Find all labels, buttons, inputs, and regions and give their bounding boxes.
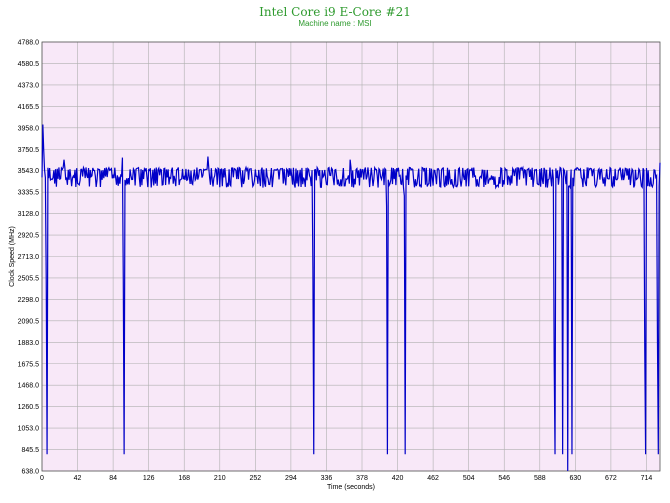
y-tick-label: 4788.0 [18,40,40,47]
x-tick-label: 126 [143,475,155,482]
x-tick-label: 378 [356,475,368,482]
chart-subtitle: Machine name : MSI [298,19,372,28]
x-tick-label: 546 [498,475,510,482]
y-tick-label: 2713.0 [18,254,40,261]
x-tick-label: 462 [427,475,439,482]
y-tick-label: 3958.0 [18,125,40,132]
y-tick-label: 4580.5 [18,61,40,68]
x-tick-label: 630 [569,475,581,482]
y-tick-label: 4165.5 [18,104,40,111]
y-tick-label: 2298.0 [18,297,40,304]
chart-title: Intel Core i9 E-Core #21 [259,5,411,19]
x-tick-label: 336 [321,475,333,482]
y-tick-label: 3128.0 [18,211,40,218]
x-tick-label: 210 [214,475,226,482]
y-tick-label: 4373.0 [18,82,40,89]
y-tick-label: 2090.5 [18,318,40,325]
x-tick-label: 168 [178,475,190,482]
y-tick-label: 1053.0 [18,426,40,433]
x-tick-label: 504 [463,475,475,482]
y-tick-label: 1883.0 [18,340,40,347]
y-tick-label: 2920.5 [18,233,40,240]
x-axis-label: Time (seconds) [327,484,375,491]
series-line [41,124,661,472]
y-tick-label: 2505.5 [18,275,40,282]
y-tick-label: 1675.5 [18,361,40,368]
y-tick-label: 3543.0 [18,168,40,175]
x-tick-label: 588 [534,475,546,482]
y-tick-label: 1468.0 [18,383,40,390]
y-tick-label: 1260.5 [18,404,40,411]
y-tick-label: 3335.5 [18,190,40,197]
x-tick-label: 252 [249,475,261,482]
x-tick-label: 294 [285,475,297,482]
x-tick-label: 672 [605,475,617,482]
x-tick-label: 714 [641,475,653,482]
x-tick-label: 42 [74,475,82,482]
y-tick-label: 845.5 [21,447,39,454]
y-axis-label: Clock Speed (MHz) [9,226,16,287]
x-tick-label: 84 [109,475,117,482]
y-tick-label: 3750.5 [18,147,40,154]
x-tick-label: 420 [392,475,404,482]
plot-frame [41,41,661,472]
x-tick-label: 0 [40,475,44,482]
y-tick-label: 638.0 [21,469,39,476]
